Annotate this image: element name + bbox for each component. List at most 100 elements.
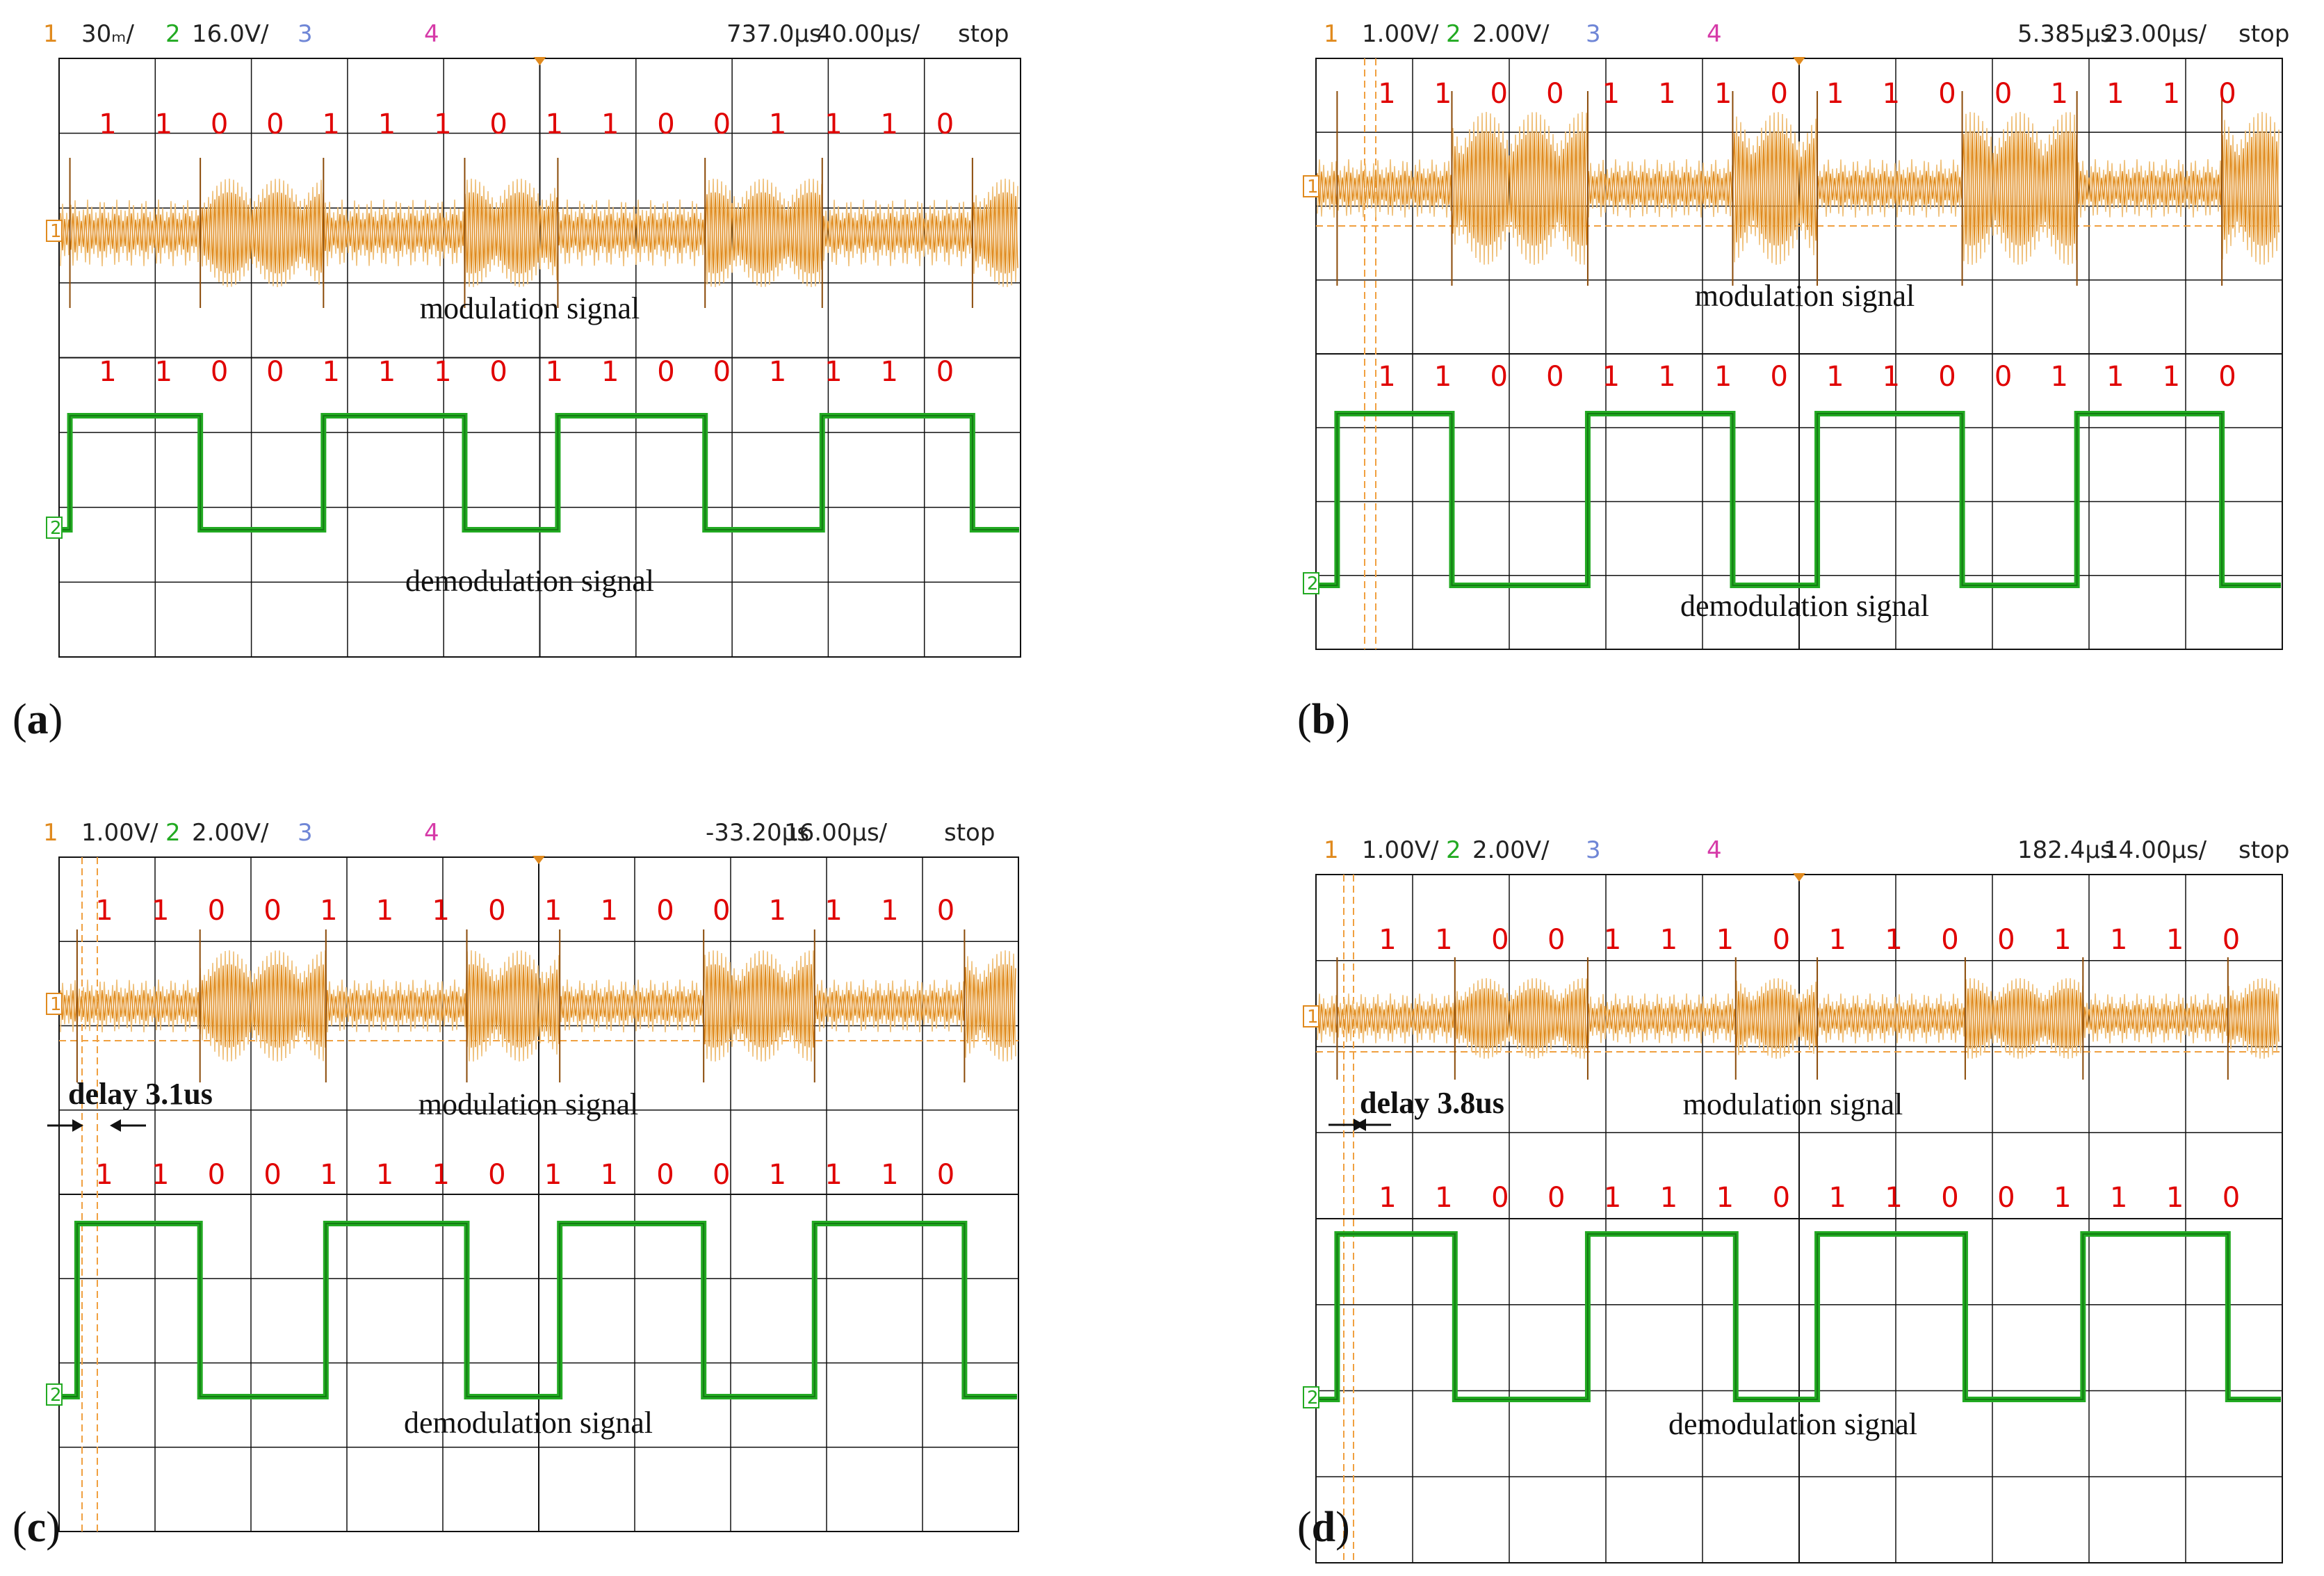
bit-label: 1 <box>2050 361 2067 393</box>
bit-label: 1 <box>376 1159 393 1191</box>
ch1-number: 1 <box>1324 20 1339 48</box>
bit-label: 1 <box>601 1159 618 1191</box>
ch3-number: 3 <box>1586 836 1601 864</box>
bit-label: 0 <box>657 108 674 140</box>
bit-label: 0 <box>2218 78 2236 110</box>
bit-labels-bottom: 1 1 0 0 1 1 1 0 1 1 0 0 1 1 1 0 <box>1378 361 2236 393</box>
ch1-number: 1 <box>43 20 58 48</box>
modulation-trace <box>60 158 1018 308</box>
svg-text:2: 2 <box>1307 1388 1319 1408</box>
bit-label: 1 <box>376 895 393 927</box>
modulation-trace <box>60 929 1016 1082</box>
bit-label: 1 <box>1379 1182 1396 1214</box>
bit-label: 0 <box>713 356 731 388</box>
bit-label: 1 <box>1658 78 1675 110</box>
bit-label: 1 <box>1660 924 1677 956</box>
ch2-ground-marker: 2 <box>1303 572 1319 594</box>
bit-label: 0 <box>1994 361 2012 393</box>
bit-label: 0 <box>656 895 674 927</box>
bit-label: 1 <box>155 356 172 388</box>
bit-label: 0 <box>211 356 228 388</box>
bit-labels-bottom: 1 1 0 0 1 1 1 0 1 1 0 0 1 1 1 0 <box>95 1159 954 1191</box>
bit-label: 0 <box>713 1159 730 1191</box>
bit-label: 1 <box>1379 924 1396 956</box>
trigger-marker <box>1793 873 1805 882</box>
bit-label: 1 <box>1828 924 1846 956</box>
bit-label: 0 <box>488 1159 505 1191</box>
panel-label-a: (a) <box>13 696 63 743</box>
bit-label: 0 <box>713 108 731 140</box>
bit-label: 1 <box>152 895 169 927</box>
bit-label: 1 <box>881 895 898 927</box>
bit-label: 0 <box>263 1159 281 1191</box>
bit-label: 0 <box>1491 1182 1509 1214</box>
bit-label: 0 <box>1546 78 1563 110</box>
bit-label: 1 <box>2054 1182 2071 1214</box>
ch2-number: 2 <box>165 20 181 48</box>
bit-label: 1 <box>601 108 619 140</box>
panel-label-c: (c) <box>13 1504 60 1551</box>
bit-label: 0 <box>1490 78 1507 110</box>
trigger-marker <box>1793 57 1805 65</box>
ch2-scale: 2.00V/ <box>1472 836 1550 864</box>
bit-label: 1 <box>544 1159 562 1191</box>
bit-label: 1 <box>769 895 786 927</box>
bit-label: 1 <box>2050 78 2067 110</box>
bit-label: 1 <box>1714 78 1732 110</box>
bit-label: 1 <box>824 895 842 927</box>
ch2-ground-marker: 2 <box>1303 1386 1319 1408</box>
bit-label: 1 <box>320 1159 337 1191</box>
bit-label: 1 <box>378 356 396 388</box>
bit-label: 1 <box>1716 1182 1734 1214</box>
trigger-marker <box>533 856 545 864</box>
modulation-label: modulation signal <box>1695 279 1915 313</box>
ch2-number: 2 <box>1446 836 1461 864</box>
ch1-ground-marker: 1 <box>1303 1005 1319 1027</box>
bit-label: 1 <box>824 356 842 388</box>
bit-label: 1 <box>2106 78 2124 110</box>
bit-label: 0 <box>656 1159 674 1191</box>
scope-panel-a: 1 30ₘ/2 16.0V/3 4 737.0µs 40.00µs/stop 1 2 1 1 0 0 1… <box>0 0 1162 788</box>
svg-text:2: 2 <box>50 518 62 539</box>
panel-label-b: (b) <box>1297 696 1350 743</box>
bit-labels-top: 1 1 0 0 1 1 1 0 1 1 0 0 1 1 1 0 <box>1379 924 2240 956</box>
svg-text:1: 1 <box>1307 1007 1319 1027</box>
delay-label: delay 3.8us <box>1360 1086 1504 1120</box>
run-status: stop <box>958 20 1009 48</box>
ch1-scale: 1.00V/ <box>1362 20 1439 48</box>
scope-panel-b: 1 1.00V/2 2.00V/3 4 5.385µs 23.00µs/stop 1 2 1 1 0… <box>1162 0 2324 788</box>
scope-grid <box>58 58 1021 658</box>
scope-grid <box>1315 874 2283 1563</box>
bit-label: 0 <box>488 895 505 927</box>
bit-label: 1 <box>99 108 116 140</box>
bit-label: 1 <box>769 356 786 388</box>
bit-label: 1 <box>378 108 396 140</box>
bit-label: 1 <box>880 108 897 140</box>
bit-label: 0 <box>263 895 281 927</box>
bit-labels-bottom: 1 1 0 0 1 1 1 0 1 1 0 0 1 1 1 0 <box>1379 1182 2240 1214</box>
ch1-number: 1 <box>43 819 58 847</box>
modulation-carrier <box>60 192 1018 274</box>
bit-label: 1 <box>1660 1182 1677 1214</box>
bit-label: 1 <box>601 356 619 388</box>
svg-text:2: 2 <box>50 1385 62 1406</box>
bit-label: 1 <box>1883 361 1900 393</box>
trigger-position: 182.4µs <box>2017 836 2113 864</box>
trigger-marker <box>533 57 546 65</box>
timebase: 16.00µs/ <box>784 819 888 847</box>
bit-label: 1 <box>1885 1182 1902 1214</box>
bit-label: 1 <box>1885 924 1902 956</box>
ch4-number: 4 <box>424 819 439 847</box>
demodulation-square-core <box>1317 413 2281 586</box>
delay-annotation: delay 3.1us <box>47 1077 213 1132</box>
bit-label: 1 <box>1826 361 1844 393</box>
bit-label: 0 <box>937 895 954 927</box>
bit-label: 1 <box>880 356 897 388</box>
